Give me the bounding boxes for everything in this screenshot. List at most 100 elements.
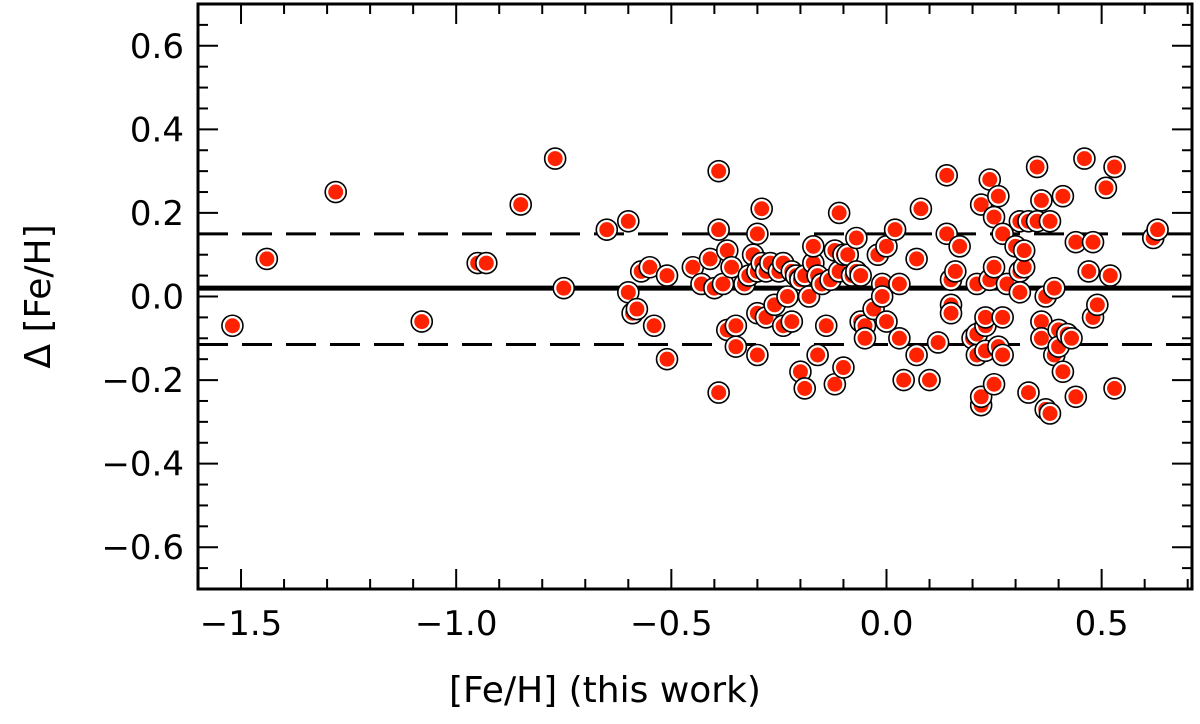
data-point-fill [784, 314, 800, 330]
data-point-fill [547, 151, 563, 167]
data-point-fill [1081, 263, 1097, 279]
data-point [909, 197, 933, 221]
data-point-fill [857, 330, 873, 346]
data-point-fill [909, 347, 925, 363]
data-point [724, 314, 748, 338]
data-point [793, 377, 817, 400]
data-point-fill [1068, 234, 1084, 250]
data-point-fill [1150, 222, 1166, 238]
data-point-fill [724, 259, 740, 275]
data-point [746, 222, 769, 246]
data-point-fill [939, 167, 955, 183]
data-point-fill [909, 251, 925, 267]
data-point [926, 331, 950, 354]
data-point [724, 335, 748, 358]
data-point-fill [853, 268, 869, 284]
data-point [776, 285, 799, 308]
data-point-fill [642, 259, 658, 275]
data-point-fill [1085, 234, 1101, 250]
data-point-fill [1033, 192, 1049, 208]
data-point-fill [1089, 297, 1105, 313]
data-point-fill [810, 347, 826, 363]
data-point [883, 218, 907, 241]
data-point [780, 310, 804, 333]
data-point [1077, 260, 1101, 283]
data-point-fill [659, 351, 675, 367]
data-point-fill [1042, 213, 1058, 229]
data-point [939, 301, 963, 325]
data-point-fill [952, 238, 968, 254]
y-tick-label: 0.4 [130, 110, 184, 150]
data-point [982, 205, 1006, 229]
data-point-fill [414, 314, 430, 330]
data-point-fill [1033, 330, 1049, 346]
data-point-fill [728, 339, 744, 355]
data-point-fill [711, 385, 727, 401]
data-point [681, 255, 705, 279]
data-point-fill [1107, 159, 1123, 175]
data-point-fill [797, 380, 813, 396]
data-point-fill [1064, 330, 1080, 346]
data-point-fill [1098, 180, 1114, 196]
x-tick-label: −0.5 [630, 604, 713, 644]
data-point [410, 310, 434, 333]
data-point [711, 272, 735, 296]
data-point-fill [835, 360, 851, 376]
data-point [1146, 218, 1169, 241]
data-point [1017, 381, 1040, 404]
data-point-fill [620, 284, 636, 300]
data-point-fill [995, 347, 1011, 363]
data-point-fill [749, 226, 765, 242]
data-point [935, 164, 959, 187]
data-point [543, 147, 567, 170]
data-point [982, 255, 1006, 279]
data-point [746, 343, 769, 367]
data-point-fill [887, 222, 903, 238]
data-point-fill [749, 347, 765, 363]
data-point-fill [754, 201, 770, 217]
data-point-fill [1029, 159, 1045, 175]
data-point-fill [702, 251, 718, 267]
data-point [888, 272, 911, 296]
data-point-fill [874, 289, 890, 304]
data-point [552, 276, 576, 300]
data-point [987, 184, 1010, 208]
data-point [974, 306, 997, 329]
data-point-fill [878, 314, 894, 330]
data-point [617, 209, 640, 233]
data-point-fill [878, 238, 894, 254]
data-point [849, 264, 872, 287]
data-point-fill [827, 376, 843, 392]
data-point [918, 368, 941, 392]
data-point [1025, 155, 1049, 179]
data-point-fill [1046, 280, 1062, 296]
data-point [991, 343, 1014, 367]
data-point [1064, 230, 1088, 254]
data-point-fill [801, 289, 817, 304]
data-points [221, 147, 1169, 425]
data-point-fill [780, 289, 796, 304]
data-point [991, 306, 1014, 329]
data-point-fill [259, 251, 275, 267]
data-point-fill [922, 372, 938, 388]
data-point-fill [728, 318, 744, 334]
data-point [655, 347, 679, 371]
data-point-fill [818, 318, 834, 334]
data-point [707, 381, 730, 404]
data-point-fill [620, 213, 636, 229]
data-point-fill [1020, 385, 1036, 401]
data-point-fill [977, 309, 993, 325]
data-point-fill [711, 163, 727, 179]
data-point [715, 239, 739, 262]
data-point [1098, 264, 1122, 287]
data-point [982, 372, 1006, 396]
data-point [1038, 402, 1062, 425]
x-tick-label: −1.5 [200, 604, 283, 644]
data-point-fill [1102, 268, 1118, 284]
x-tick-label: 0.0 [859, 604, 913, 644]
data-point-fill [1033, 314, 1049, 330]
data-point [707, 159, 730, 183]
data-point [1051, 184, 1075, 208]
data-point-fill [715, 276, 731, 292]
data-point [595, 218, 619, 241]
